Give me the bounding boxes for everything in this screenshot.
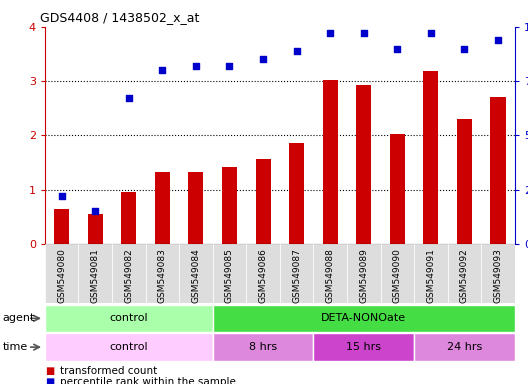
Bar xyxy=(457,119,472,244)
Point xyxy=(91,208,99,214)
Text: GSM549086: GSM549086 xyxy=(259,248,268,303)
Text: GSM549081: GSM549081 xyxy=(91,248,100,303)
Point xyxy=(460,46,469,52)
Text: 24 hrs: 24 hrs xyxy=(447,342,482,352)
Point xyxy=(494,37,502,43)
Point xyxy=(427,30,435,36)
Bar xyxy=(246,244,280,303)
Bar xyxy=(289,144,304,244)
Bar xyxy=(314,333,414,361)
Point xyxy=(225,63,234,69)
Bar xyxy=(414,244,448,303)
Bar xyxy=(222,167,237,244)
Bar xyxy=(213,244,246,303)
Bar xyxy=(45,244,79,303)
Text: GSM549093: GSM549093 xyxy=(494,248,503,303)
Bar xyxy=(188,172,203,244)
Bar xyxy=(45,333,213,361)
Bar xyxy=(146,244,179,303)
Text: GSM549084: GSM549084 xyxy=(192,248,201,303)
Bar xyxy=(347,244,381,303)
Text: GSM549082: GSM549082 xyxy=(124,248,133,303)
Text: GSM549088: GSM549088 xyxy=(326,248,335,303)
Bar xyxy=(213,333,314,361)
Bar xyxy=(179,244,213,303)
Bar xyxy=(54,209,69,244)
Bar xyxy=(280,244,314,303)
Bar xyxy=(45,305,213,332)
Point xyxy=(158,67,167,73)
Bar xyxy=(155,172,170,244)
Text: 8 hrs: 8 hrs xyxy=(249,342,277,352)
Bar xyxy=(256,159,271,244)
Bar xyxy=(414,333,515,361)
Bar xyxy=(481,244,515,303)
Bar xyxy=(314,244,347,303)
Text: GSM549090: GSM549090 xyxy=(393,248,402,303)
Text: ■: ■ xyxy=(45,366,54,376)
Point xyxy=(259,56,267,63)
Bar xyxy=(390,134,405,244)
Text: DETA-NONOate: DETA-NONOate xyxy=(321,313,407,323)
Bar xyxy=(381,244,414,303)
Text: GSM549087: GSM549087 xyxy=(292,248,301,303)
Bar xyxy=(423,71,438,244)
Bar xyxy=(491,98,506,244)
Text: percentile rank within the sample: percentile rank within the sample xyxy=(60,377,235,384)
Point xyxy=(125,95,133,101)
Point xyxy=(58,193,66,199)
Point xyxy=(393,46,401,52)
Bar xyxy=(356,86,371,244)
Text: ■: ■ xyxy=(45,377,54,384)
Text: GSM549083: GSM549083 xyxy=(158,248,167,303)
Text: control: control xyxy=(109,342,148,352)
Point xyxy=(360,30,368,36)
Bar xyxy=(88,214,103,244)
Bar xyxy=(213,305,515,332)
Bar xyxy=(448,244,481,303)
Bar xyxy=(112,244,146,303)
Bar xyxy=(121,192,136,244)
Point xyxy=(326,30,334,36)
Bar xyxy=(79,244,112,303)
Text: GSM549085: GSM549085 xyxy=(225,248,234,303)
Text: control: control xyxy=(109,313,148,323)
Text: 15 hrs: 15 hrs xyxy=(346,342,381,352)
Point xyxy=(192,63,200,69)
Bar xyxy=(323,80,338,244)
Text: GSM549092: GSM549092 xyxy=(460,248,469,303)
Text: GSM549091: GSM549091 xyxy=(427,248,436,303)
Text: agent: agent xyxy=(3,313,35,323)
Text: GSM549089: GSM549089 xyxy=(359,248,368,303)
Text: GSM549080: GSM549080 xyxy=(57,248,66,303)
Text: GDS4408 / 1438502_x_at: GDS4408 / 1438502_x_at xyxy=(40,12,199,25)
Point xyxy=(293,48,301,54)
Text: time: time xyxy=(3,342,28,352)
Text: transformed count: transformed count xyxy=(60,366,157,376)
